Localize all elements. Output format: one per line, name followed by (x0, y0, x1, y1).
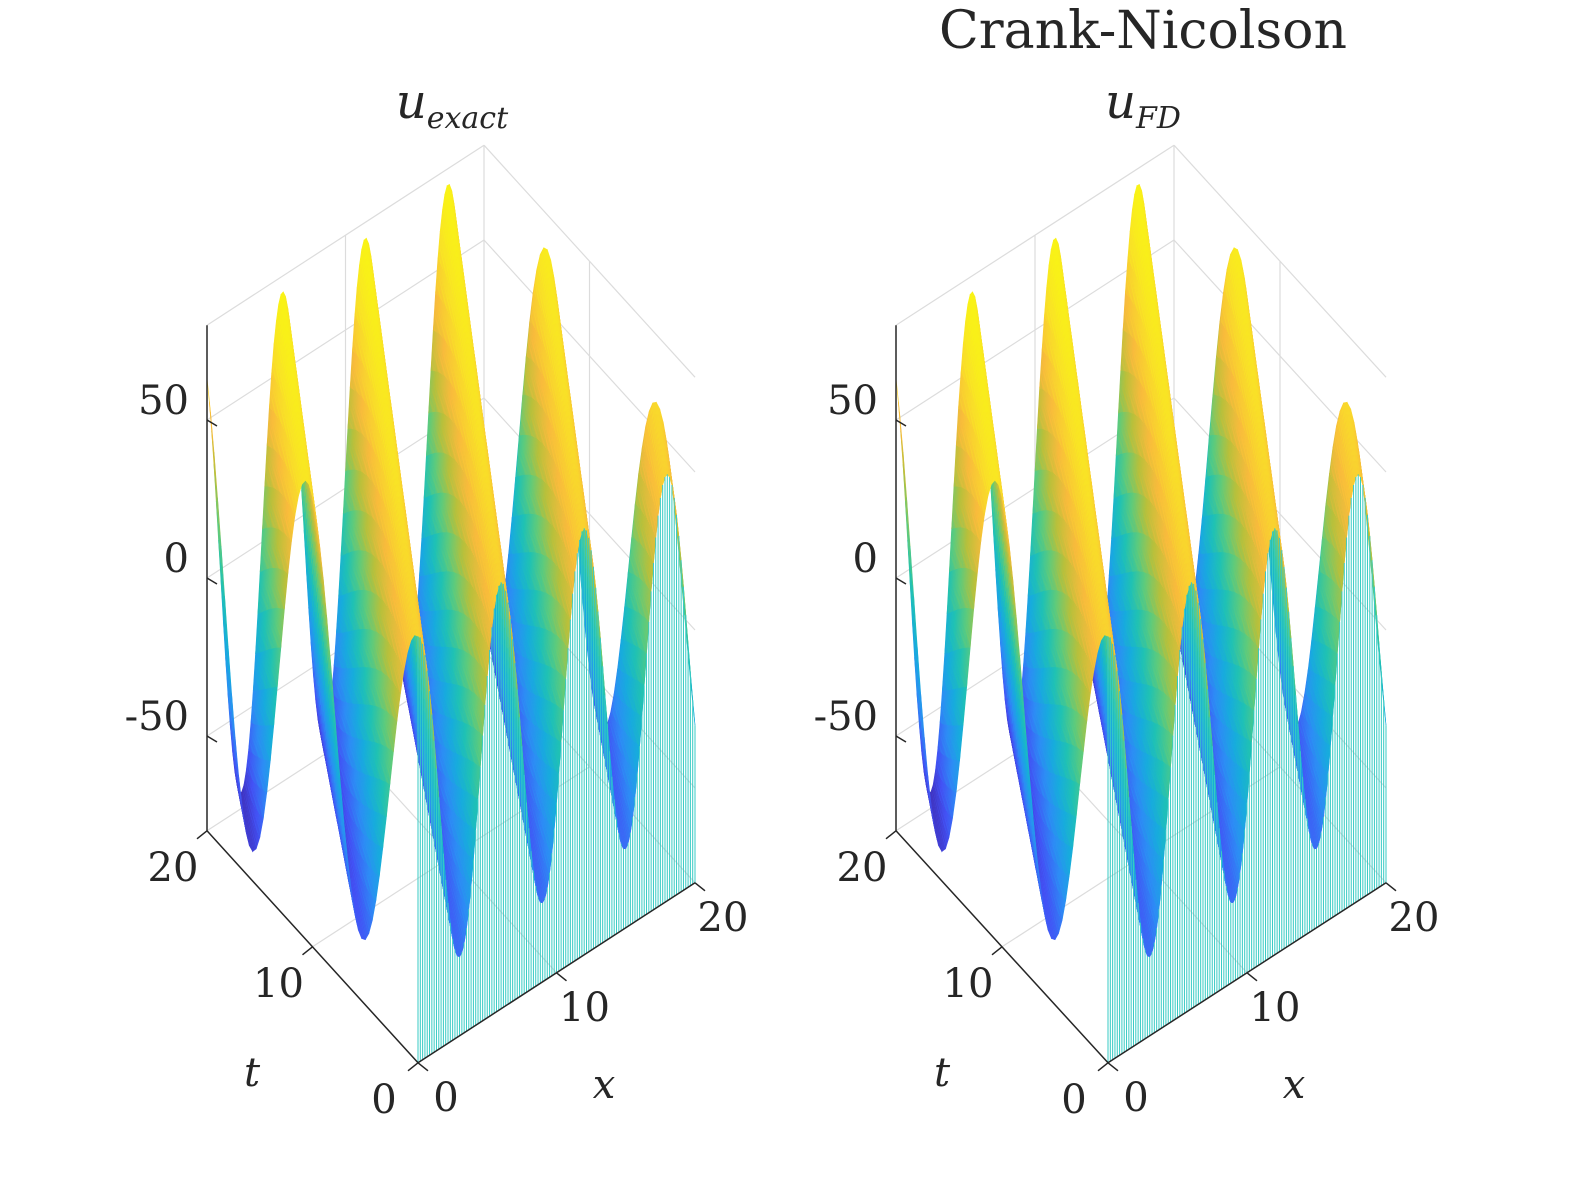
figure-suptitle: Crank-Nicolson (939, 1, 1347, 61)
panel-title-main: u (396, 74, 427, 130)
surface-mesh (206, 184, 696, 1063)
panel-title: uexact (396, 74, 509, 136)
panel-title-subscript: exact (427, 101, 509, 136)
